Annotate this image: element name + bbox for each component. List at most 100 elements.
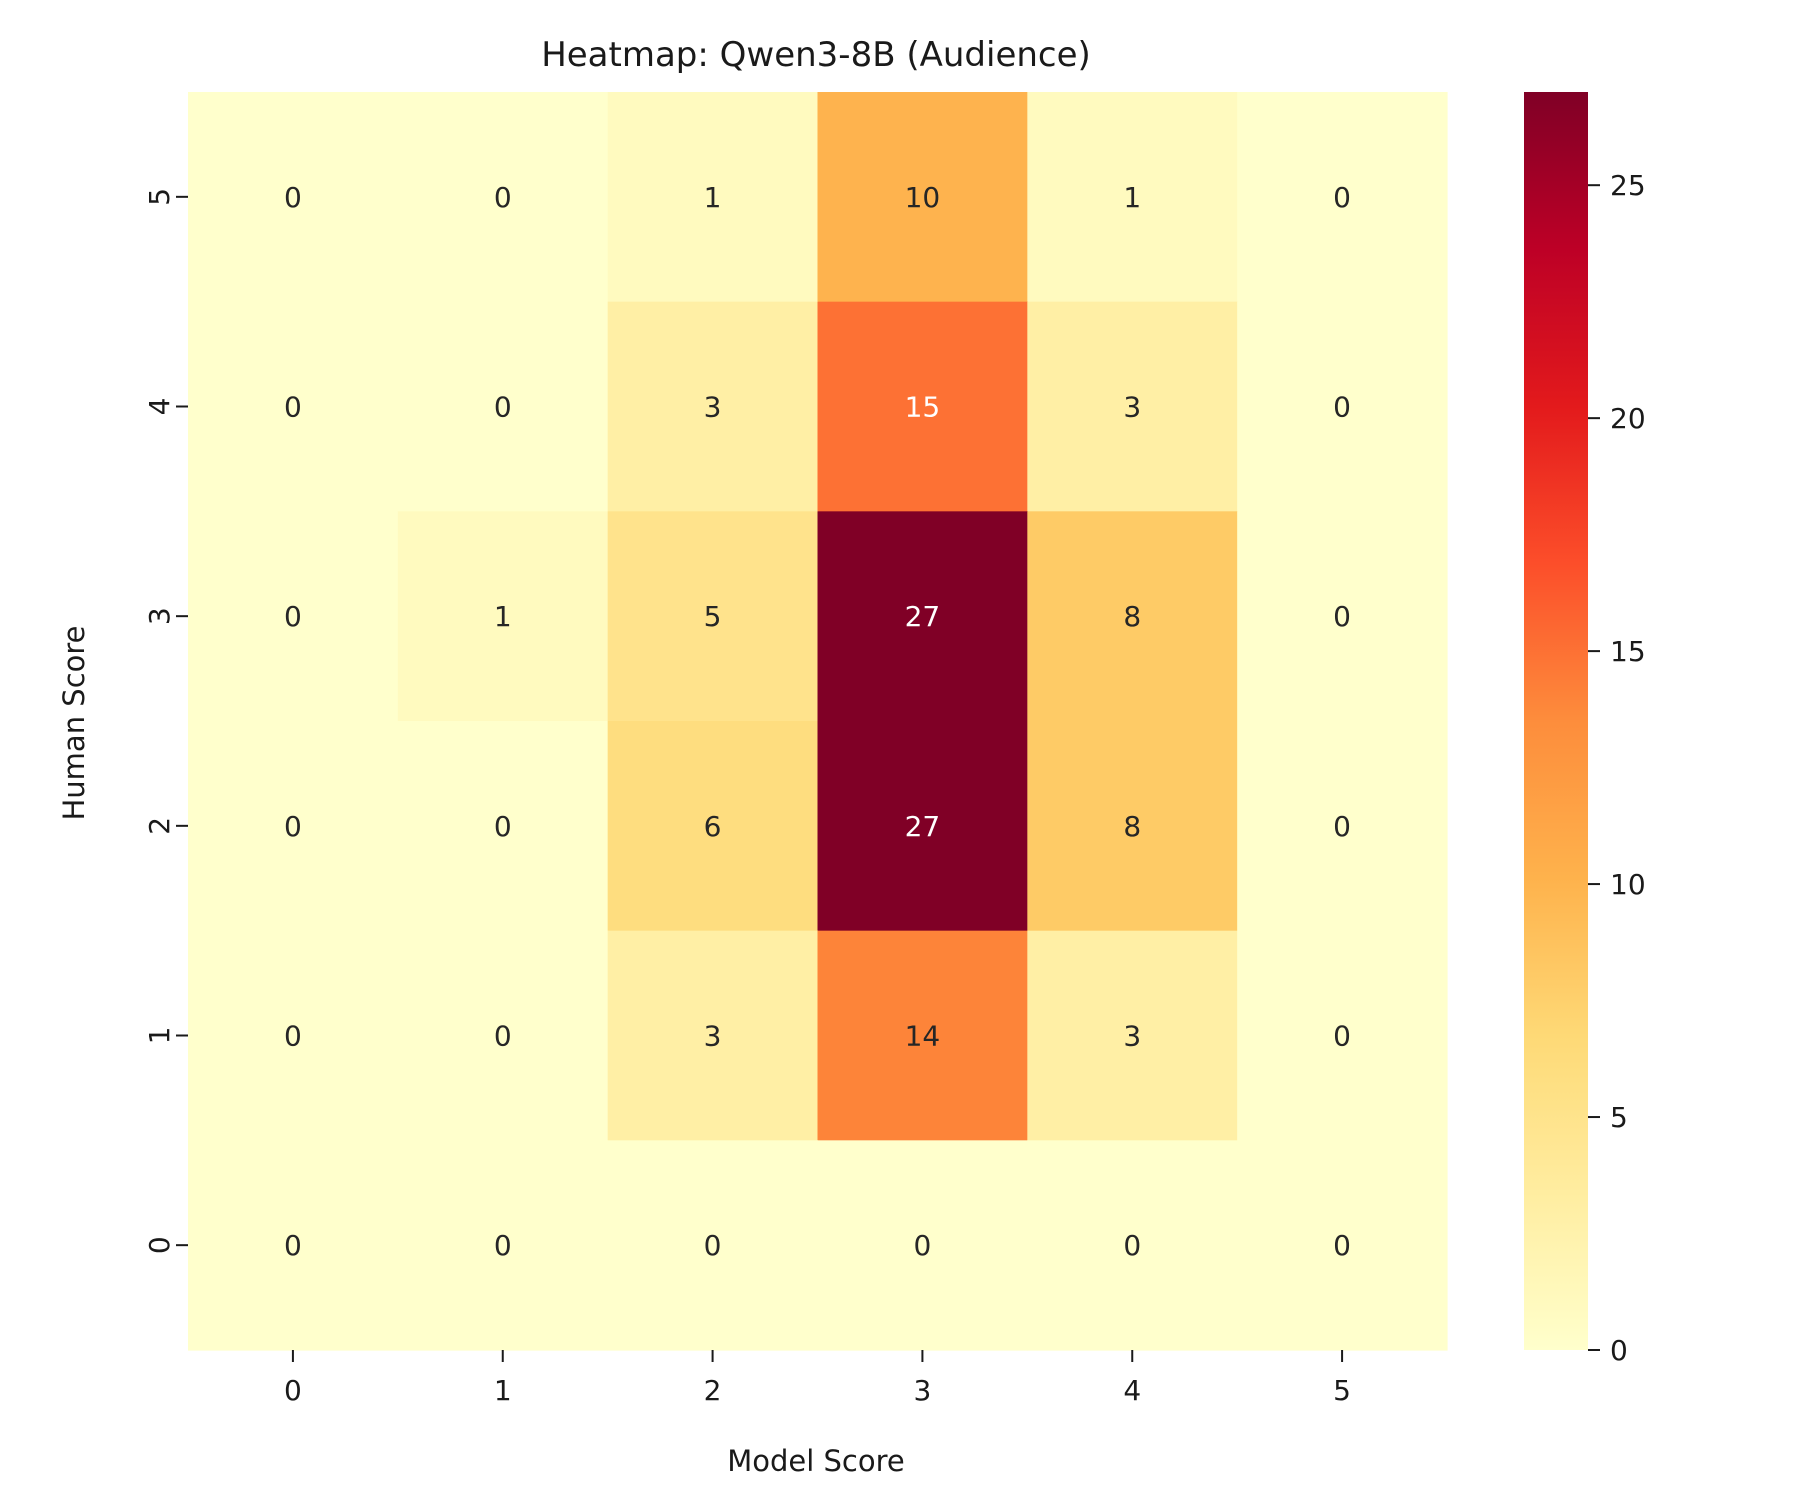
heatmap-cell-label: 3 bbox=[704, 1020, 722, 1053]
heatmap-cell-label: 0 bbox=[284, 1020, 302, 1053]
chart-title: Heatmap: Qwen3-8B (Audience) bbox=[541, 35, 1091, 75]
heatmap-cell-label: 1 bbox=[1123, 181, 1141, 214]
y-tick-label: 3 bbox=[143, 607, 176, 625]
heatmap-cell-label: 0 bbox=[1333, 810, 1351, 843]
heatmap-cell bbox=[817, 721, 1028, 932]
heatmap-cell bbox=[397, 301, 609, 512]
heatmap-cell-label: 0 bbox=[284, 391, 302, 424]
heatmap-cell-label: 15 bbox=[905, 391, 941, 424]
heatmap-cell-label: 0 bbox=[494, 1229, 512, 1262]
heatmap-cells bbox=[188, 92, 1448, 1351]
heatmap-cell bbox=[1027, 1140, 1238, 1351]
y-tick-label: 1 bbox=[143, 1027, 176, 1045]
heatmap-cell bbox=[188, 511, 399, 722]
heatmap-cell-label: 0 bbox=[284, 1229, 302, 1262]
heatmap-cell bbox=[1237, 721, 1448, 932]
heatmap-cell-label: 8 bbox=[1123, 600, 1141, 633]
heatmap-cell-label: 3 bbox=[704, 391, 722, 424]
heatmap-cell bbox=[188, 721, 399, 932]
y-tick-label: 0 bbox=[143, 1236, 176, 1254]
heatmap-cell bbox=[607, 721, 819, 932]
colorbar-tick-label: 20 bbox=[1610, 402, 1646, 435]
heatmap-cell-label: 0 bbox=[284, 181, 302, 214]
heatmap-cell-label: 6 bbox=[704, 810, 722, 843]
heatmap-cell bbox=[188, 930, 399, 1141]
x-tick-label: 3 bbox=[914, 1374, 932, 1407]
y-tick-label: 2 bbox=[143, 817, 176, 835]
colorbar-ticks: 0 5 10 15 20 25 bbox=[1588, 169, 1646, 1367]
colorbar-tick-label: 5 bbox=[1610, 1101, 1628, 1134]
heatmap-cell-label: 3 bbox=[1123, 391, 1141, 424]
heatmap-cell-label: 0 bbox=[494, 1020, 512, 1053]
heatmap-cell bbox=[188, 92, 399, 303]
x-tick-label: 2 bbox=[704, 1374, 722, 1407]
heatmap-cell-label: 27 bbox=[905, 600, 941, 633]
colorbar-tick-label: 0 bbox=[1610, 1334, 1628, 1367]
heatmap-cell bbox=[817, 930, 1028, 1141]
heatmap-cell bbox=[1237, 301, 1448, 512]
heatmap-cell-label: 0 bbox=[1333, 1229, 1351, 1262]
heatmap-cell-label: 0 bbox=[494, 810, 512, 843]
heatmap-cell bbox=[1027, 92, 1238, 303]
heatmap-cell-label: 5 bbox=[704, 600, 722, 633]
x-tick-label: 5 bbox=[1333, 1374, 1351, 1407]
heatmap-cell-label: 14 bbox=[905, 1020, 941, 1053]
heatmap-cell bbox=[607, 930, 819, 1141]
heatmap-cell bbox=[397, 511, 609, 722]
heatmap-cell bbox=[817, 92, 1028, 303]
heatmap-cell-label: 0 bbox=[494, 181, 512, 214]
y-tick-label: 4 bbox=[143, 398, 176, 416]
heatmap-cell bbox=[607, 301, 819, 512]
heatmap-cell-label: 10 bbox=[905, 181, 941, 214]
heatmap-cell-label: 8 bbox=[1123, 810, 1141, 843]
heatmap-cell-label: 27 bbox=[905, 810, 941, 843]
x-tick-label: 1 bbox=[494, 1374, 512, 1407]
heatmap-cell bbox=[1027, 301, 1238, 512]
heatmap-cell bbox=[1237, 92, 1448, 303]
colorbar-tick-label: 15 bbox=[1610, 635, 1646, 668]
heatmap-cell-label: 0 bbox=[284, 810, 302, 843]
heatmap-cell bbox=[397, 721, 609, 932]
heatmap-cell-label: 0 bbox=[704, 1229, 722, 1262]
heatmap-cell-label: 3 bbox=[1123, 1020, 1141, 1053]
heatmap-cell-label: 0 bbox=[1333, 181, 1351, 214]
heatmap-cell bbox=[607, 1140, 819, 1351]
heatmap-cell bbox=[397, 930, 609, 1141]
heatmap-cell bbox=[397, 1140, 609, 1351]
y-axis-label: Human Score bbox=[57, 625, 91, 820]
heatmap-cell-label: 0 bbox=[914, 1229, 932, 1262]
heatmap-cell bbox=[397, 92, 609, 303]
heatmap-cell-label: 0 bbox=[1333, 1020, 1351, 1053]
heatmap-cell-labels: 0 0 1 10 1 00 0 3 15 3 00 1 5 27 8 00 0 6 27 8 00 0 3 14 3 00 0 0 0 0… bbox=[284, 181, 1351, 1262]
heatmap-cell-label: 0 bbox=[284, 600, 302, 633]
heatmap-cell bbox=[1027, 511, 1238, 722]
x-tick-label: 4 bbox=[1123, 1374, 1141, 1407]
heatmap-cell-label: 0 bbox=[1123, 1229, 1141, 1262]
x-axis-ticks: 0 1 2 3 4 5 bbox=[284, 1350, 1351, 1407]
heatmap-cell bbox=[817, 511, 1028, 722]
heatmap-cell-label: 0 bbox=[1333, 600, 1351, 633]
heatmap-cell-label: 0 bbox=[494, 391, 512, 424]
y-axis-ticks: 5 4 3 2 1 0 bbox=[143, 188, 188, 1254]
heatmap-cell bbox=[817, 301, 1028, 512]
heatmap-cell bbox=[188, 301, 399, 512]
heatmap-cell bbox=[817, 1140, 1028, 1351]
heatmap-cell bbox=[1237, 930, 1448, 1141]
x-tick-label: 0 bbox=[284, 1374, 302, 1407]
heatmap-cell-label: 1 bbox=[494, 600, 512, 633]
heatmap-cell bbox=[1027, 930, 1238, 1141]
heatmap-cell bbox=[1237, 511, 1448, 722]
x-axis-label: Model Score bbox=[727, 1444, 905, 1478]
colorbar-tick-label: 10 bbox=[1610, 868, 1646, 901]
colorbar-tick-label: 25 bbox=[1610, 169, 1646, 202]
heatmap-cell bbox=[188, 1140, 399, 1351]
heatmap-cell bbox=[1027, 721, 1238, 932]
heatmap-cell bbox=[1237, 1140, 1448, 1351]
y-tick-label: 5 bbox=[143, 188, 176, 206]
heatmap-cell bbox=[607, 511, 819, 722]
heatmap-cell bbox=[607, 92, 819, 303]
colorbar bbox=[1524, 92, 1588, 1350]
heatmap-cell-label: 0 bbox=[1333, 391, 1351, 424]
heatmap-cell-label: 1 bbox=[704, 181, 722, 214]
